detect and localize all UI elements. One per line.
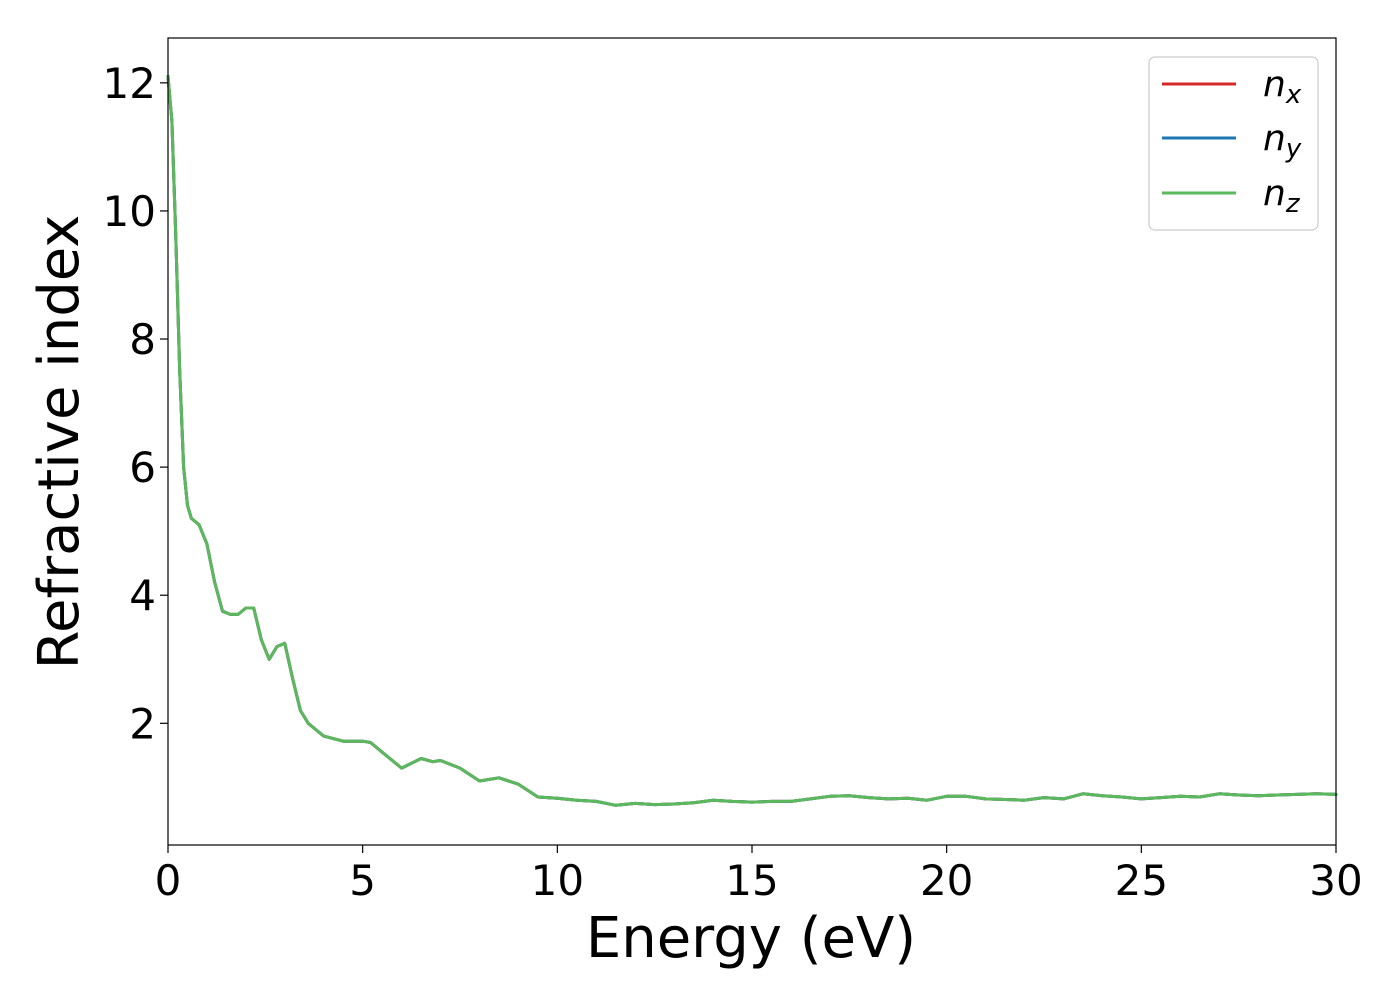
x-tick-label: 0 <box>155 856 182 905</box>
x-tick-label: 30 <box>1309 856 1362 905</box>
x-tick-label: 20 <box>920 856 973 905</box>
y-tick-label: 4 <box>129 571 156 620</box>
x-axis-ticks: 0 5 10 15 20 25 30 <box>155 845 1363 905</box>
legend-box <box>1148 56 1319 231</box>
y-tick-label: 6 <box>129 443 156 492</box>
x-tick-label: 10 <box>531 856 584 905</box>
x-tick-label: 15 <box>725 856 778 905</box>
x-axis-label: Energy (eV) <box>586 906 916 971</box>
y-tick-label: 10 <box>103 187 156 236</box>
y-tick-label: 12 <box>103 59 156 108</box>
y-tick-label: 8 <box>129 315 156 364</box>
x-tick-label: 25 <box>1115 856 1168 905</box>
plot-lines <box>166 74 1338 807</box>
legend-label-x: nx <box>1263 64 1302 110</box>
legend-label-z: nz <box>1263 173 1301 219</box>
x-tick-label: 5 <box>349 856 376 905</box>
y-tick-label: 2 <box>129 699 156 748</box>
legend: nx ny nz <box>1148 56 1319 231</box>
legend-label-y: ny <box>1263 118 1302 164</box>
series-line-z <box>166 74 1338 807</box>
y-axis-ticks: 2 4 6 8 10 12 <box>103 59 168 748</box>
y-axis-label: Refractive index <box>27 215 92 670</box>
